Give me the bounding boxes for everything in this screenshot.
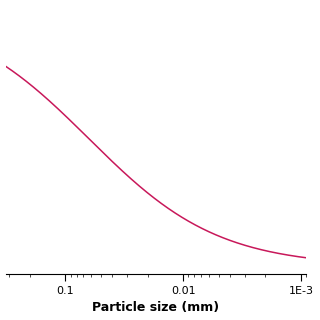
X-axis label: Particle size (mm): Particle size (mm) (92, 301, 220, 315)
